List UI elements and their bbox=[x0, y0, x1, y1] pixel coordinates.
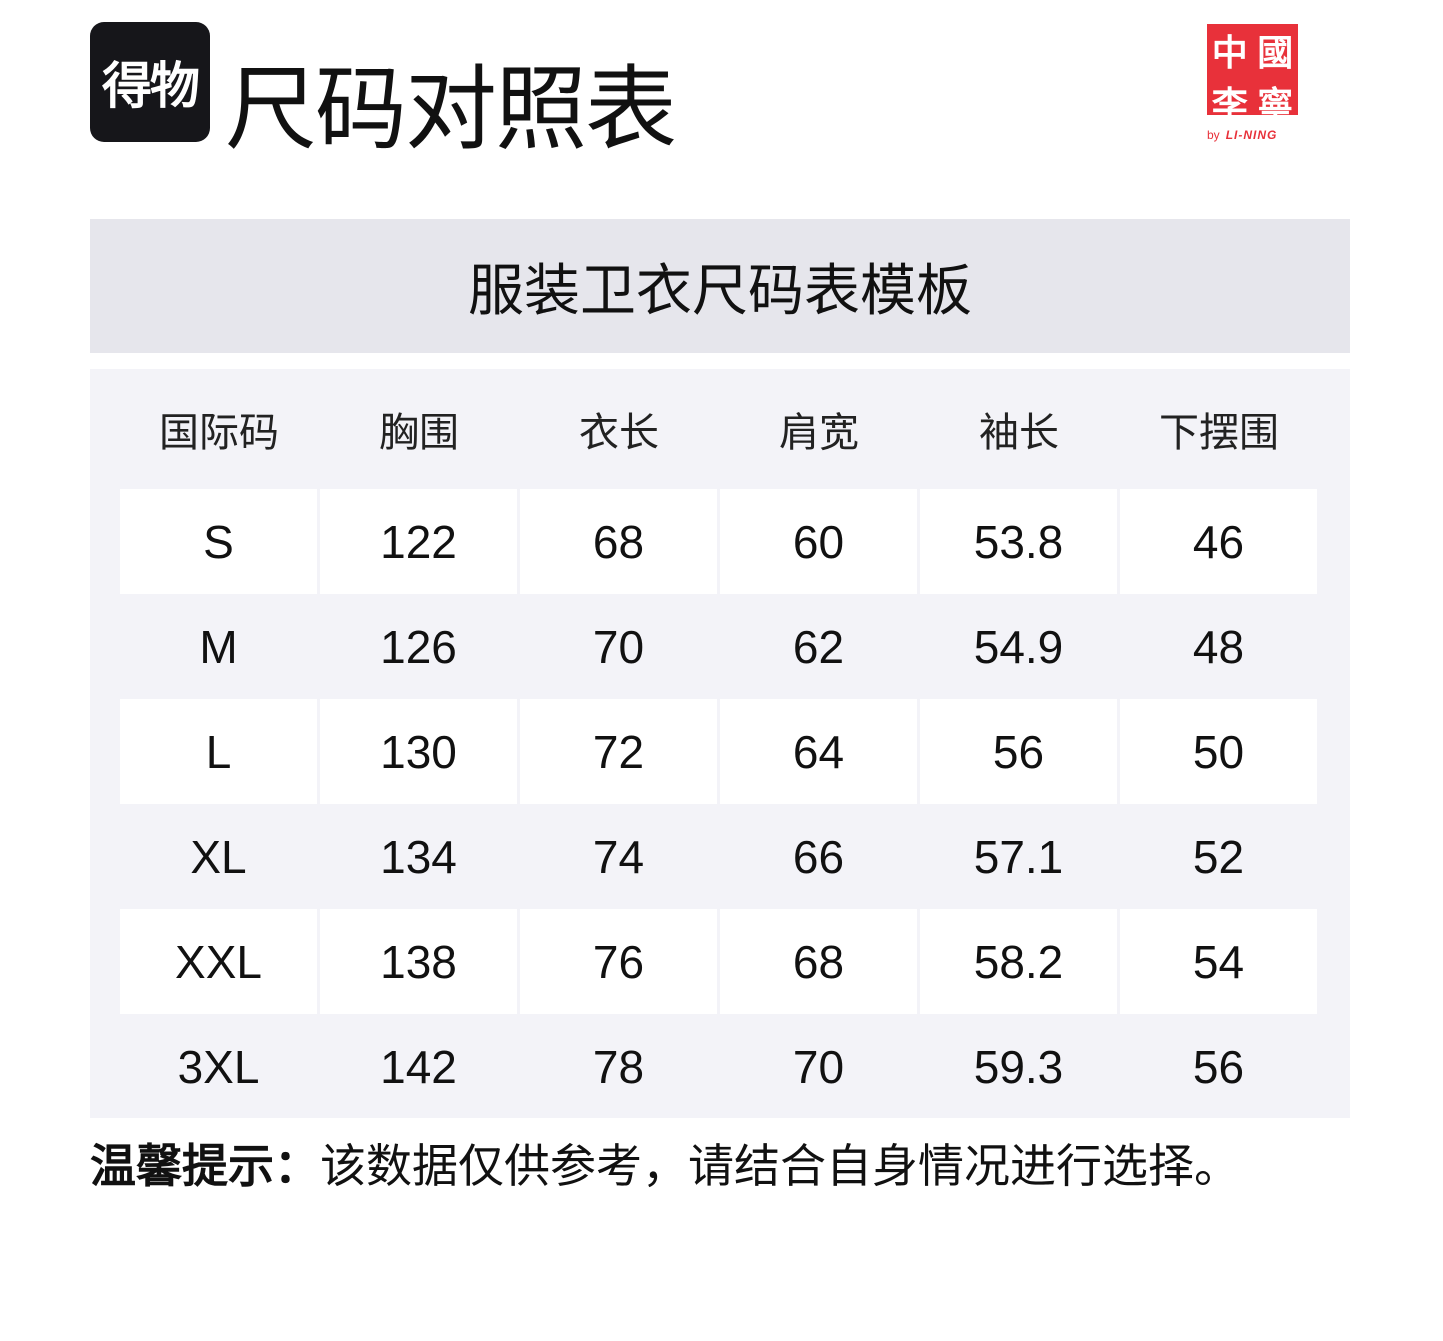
notice-label: 温馨提示： bbox=[90, 1140, 320, 1192]
size-cell: L bbox=[120, 699, 317, 804]
measurement-cell: 54.9 bbox=[973, 620, 1064, 673]
column-header: 胸围 bbox=[379, 411, 459, 455]
measurement-cell: 56 bbox=[920, 699, 1117, 804]
measurement-cell: 50 bbox=[1120, 699, 1317, 804]
size-cell: S bbox=[120, 489, 317, 594]
column-header: 肩宽 bbox=[779, 411, 859, 455]
measurement-cell: 52 bbox=[1192, 830, 1245, 883]
brand-logo-char: 國 bbox=[1257, 32, 1294, 74]
app-logo: 得物 bbox=[90, 22, 210, 142]
measurement-cell: 48 bbox=[1192, 620, 1245, 673]
measurement-cell: 68 bbox=[520, 489, 717, 594]
size-cell: M bbox=[199, 620, 238, 673]
measurement-cell: 122 bbox=[320, 489, 517, 594]
measurement-cell: 134 bbox=[380, 830, 457, 883]
measurement-cell: 62 bbox=[792, 620, 845, 673]
measurement-cell: 72 bbox=[520, 699, 717, 804]
measurement-cell: 74 bbox=[592, 830, 645, 883]
size-cell: 3XL bbox=[177, 1040, 260, 1093]
table-row: M 126 70 62 54.9 48 bbox=[120, 594, 1320, 699]
size-cell: XL bbox=[190, 830, 247, 883]
measurement-cell: 64 bbox=[720, 699, 917, 804]
measurement-cell: 142 bbox=[380, 1040, 457, 1093]
measurement-cell: 66 bbox=[792, 830, 845, 883]
column-header: 袖长 bbox=[979, 411, 1059, 455]
measurement-cell: 138 bbox=[320, 909, 517, 1014]
column-header: 国际码 bbox=[159, 411, 279, 455]
measurement-cell: 58.2 bbox=[920, 909, 1117, 1014]
measurement-cell: 46 bbox=[1120, 489, 1317, 594]
measurement-cell: 57.1 bbox=[973, 830, 1064, 883]
notice: 温馨提示：该数据仅供参考，请结合自身情况进行选择。 bbox=[90, 1135, 1240, 1197]
table-row: XXL 138 76 68 58.2 54 bbox=[120, 909, 1320, 1014]
measurement-cell: 126 bbox=[380, 620, 457, 673]
column-header: 衣长 bbox=[579, 411, 659, 455]
brand-by: by bbox=[1207, 128, 1220, 142]
measurement-cell: 54 bbox=[1120, 909, 1317, 1014]
measurement-cell: 60 bbox=[720, 489, 917, 594]
table-title: 服装卫衣尺码表模板 bbox=[90, 219, 1350, 353]
measurement-cell: 76 bbox=[520, 909, 717, 1014]
table-row: 3XL 142 78 70 59.3 56 bbox=[120, 1014, 1320, 1119]
brand-logo-char: 中 bbox=[1211, 32, 1248, 74]
measurement-cell: 70 bbox=[792, 1040, 845, 1093]
brand-byline: by LI-NING bbox=[1207, 128, 1298, 142]
measurement-cell: 78 bbox=[592, 1040, 645, 1093]
app-logo-text: 得物 bbox=[102, 58, 200, 114]
table-row: L 130 72 64 56 50 bbox=[120, 699, 1320, 804]
table-row: XL 134 74 66 57.1 52 bbox=[120, 804, 1320, 909]
page-title: 尺码对照表 bbox=[225, 59, 677, 161]
measurement-cell: 70 bbox=[592, 620, 645, 673]
size-cell: XXL bbox=[120, 909, 317, 1014]
measurement-cell: 130 bbox=[320, 699, 517, 804]
measurement-cell: 53.8 bbox=[920, 489, 1117, 594]
brand-logo-char: 李 bbox=[1211, 84, 1248, 126]
table-row: S 122 68 60 53.8 46 bbox=[120, 489, 1320, 594]
brand-logo: 中 國 李 寧 bbox=[1207, 24, 1298, 126]
brand-logo-char: 寧 bbox=[1257, 84, 1294, 126]
size-table: 国际码 胸围 衣长 肩宽 袖长 下摆围 S 122 68 60 53.8 46 M 126 70 62 54.9… bbox=[90, 369, 1350, 1118]
brand-name: LI-NING bbox=[1225, 128, 1278, 142]
notice-text: 该数据仅供参考，请结合自身情况进行选择。 bbox=[320, 1140, 1240, 1192]
measurement-cell: 68 bbox=[720, 909, 917, 1014]
column-header: 下摆围 bbox=[1159, 411, 1279, 455]
measurement-cell: 59.3 bbox=[973, 1040, 1064, 1093]
measurement-cell: 56 bbox=[1192, 1040, 1245, 1093]
